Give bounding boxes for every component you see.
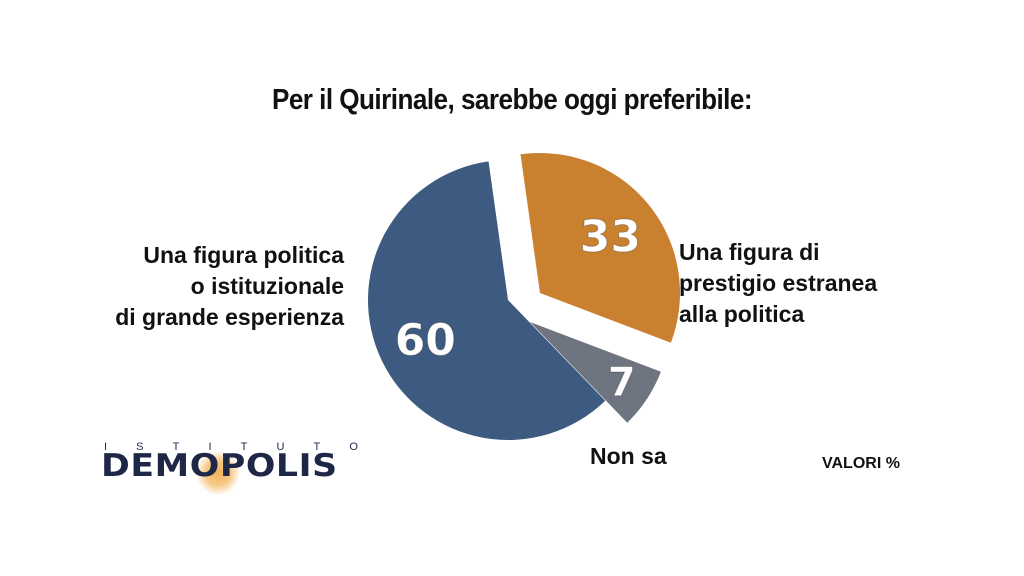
- logo-letter: T: [313, 441, 321, 453]
- logo-letter: S: [136, 441, 144, 453]
- logo-glow: [196, 451, 240, 495]
- logo-letter: I: [208, 441, 212, 453]
- logo-letter: I: [104, 441, 108, 453]
- logo-letter: O: [349, 441, 358, 453]
- logo-letter: U: [276, 441, 285, 453]
- logo-main-text: DEMOPOLIS: [101, 448, 338, 484]
- slice-label-line: Una figura di: [679, 239, 820, 265]
- slice-politica: [368, 161, 606, 440]
- logo-letter: T: [172, 441, 180, 453]
- slice-label-non-sa: Non sa: [590, 443, 667, 469]
- slice-politica-value: 60: [395, 315, 456, 366]
- slice-label-line: o istituzionale: [190, 273, 344, 299]
- slice-label-line: Una figura politica: [143, 242, 344, 268]
- slice-non-sa-value: 7: [608, 360, 636, 406]
- unit-note: VALORI %: [822, 455, 900, 472]
- slice-prestigio: [520, 153, 680, 343]
- slice-label-line: alla politica: [679, 301, 805, 327]
- slice-label-prestigio: Una figura di prestigio estranea alla po…: [679, 237, 877, 330]
- logo-letter: T: [240, 441, 248, 453]
- slice-non-sa: [530, 322, 661, 423]
- slice-label-line: di grande esperienza: [115, 304, 344, 330]
- chart-title: Per il Quirinale, sarebbe oggi preferibi…: [271, 84, 753, 116]
- slice-label-line: prestigio estranea: [679, 270, 878, 296]
- slice-label-politica: Una figura politica o istituzionale di g…: [115, 240, 344, 333]
- slice-prestigio-value: 33: [580, 211, 641, 262]
